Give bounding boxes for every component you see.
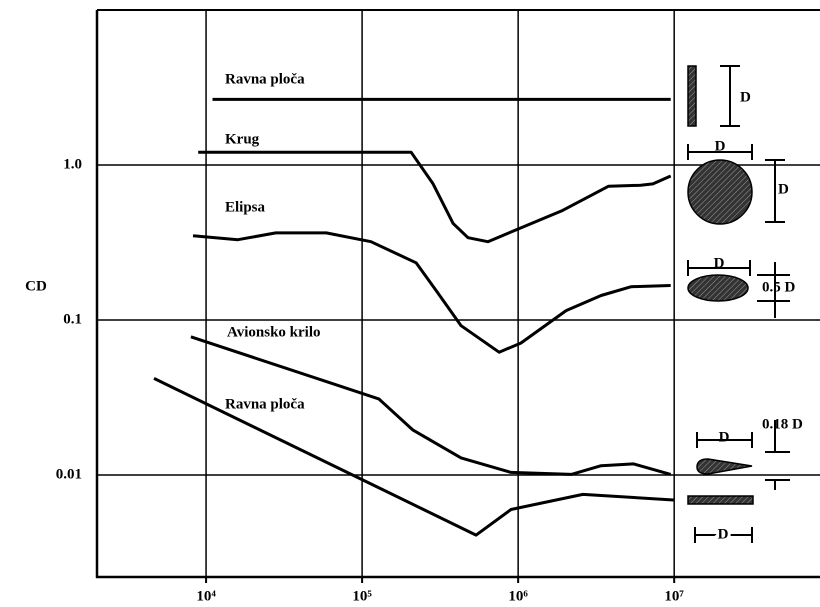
ellipse-shape — [687, 274, 749, 302]
series-line — [190, 335, 672, 476]
y-tick-label: 0.1 — [63, 311, 82, 327]
dimension — [765, 420, 790, 490]
dimension — [696, 432, 753, 448]
shape-label: 0.5 D — [762, 279, 796, 295]
y-tick-label: 0.01 — [56, 466, 82, 482]
x-tick-label: 10⁵ — [352, 588, 372, 604]
shape-label: D — [718, 526, 729, 542]
shapes: D D D D 0.5 D D 0.18 D D — [687, 65, 803, 545]
dimension — [694, 527, 753, 543]
x-tick-label: 10⁶ — [508, 588, 528, 604]
x-tick-label: 10⁴ — [196, 588, 216, 604]
dimension — [765, 159, 785, 223]
shape-label: D — [778, 181, 789, 197]
series-line — [153, 377, 674, 537]
x-tick-label: 10⁷ — [664, 588, 684, 604]
series-label: Ravna ploča — [225, 71, 305, 87]
dimension — [687, 260, 751, 276]
shape-label: 0.18 D — [762, 416, 803, 432]
y-axis-label: CD — [25, 278, 47, 294]
series-label: Avionsko krilo — [227, 324, 321, 340]
series-line — [198, 150, 672, 244]
shape-label: D — [740, 89, 751, 105]
shape-label: D — [714, 255, 725, 271]
series-label: Ravna ploča — [225, 396, 305, 412]
series-label: Krug — [225, 131, 260, 147]
airfoil-shape — [696, 458, 753, 475]
shape-label: D — [719, 429, 730, 445]
shape-label: D — [715, 138, 726, 154]
series-line — [192, 231, 671, 354]
y-tick-label: 1.0 — [63, 156, 82, 172]
circle-shape — [687, 159, 753, 225]
dimension — [757, 262, 790, 318]
series-label: Elipsa — [225, 199, 266, 215]
dimension — [720, 65, 740, 127]
dimension — [687, 144, 753, 160]
plate-horizontal — [687, 495, 754, 505]
plate-vertical — [687, 65, 697, 127]
